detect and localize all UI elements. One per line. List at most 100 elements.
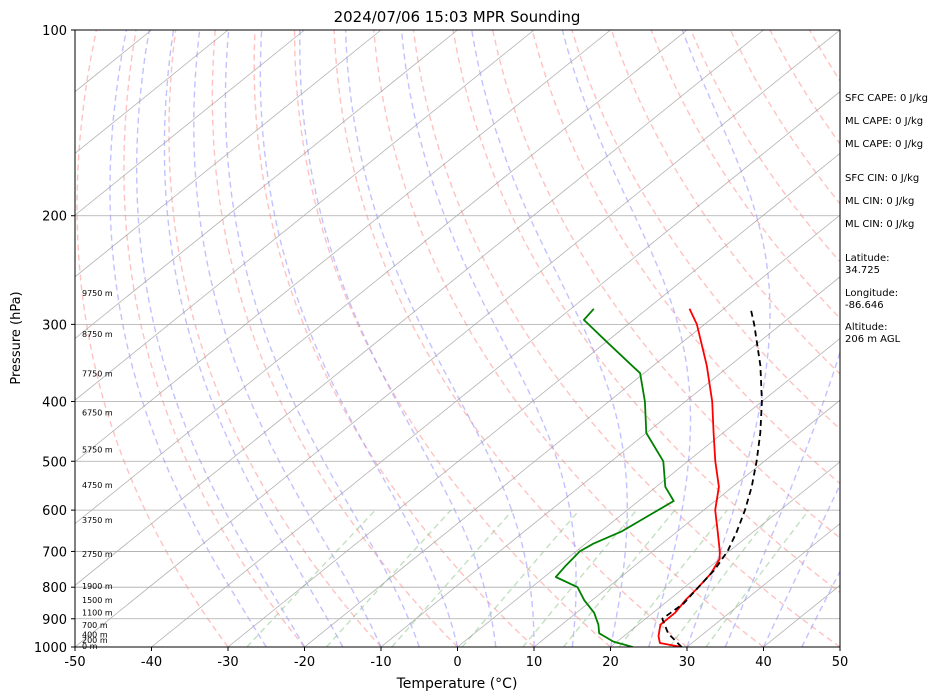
dry-adiabat-line: [610, 30, 840, 375]
x-tick-label: -10: [370, 655, 391, 670]
chart-title: 2024/07/06 15:03 MPR Sounding: [334, 8, 581, 26]
background-lines: [75, 30, 947, 647]
altitude-text: Altitude: 206 m AGL: [845, 322, 901, 345]
parcel-profile: [661, 308, 763, 647]
ml-cape-text-2: ML CAPE: 0 J/kg: [845, 139, 924, 150]
mixing-ratio-line: [391, 509, 514, 647]
height-label: 7750 m: [82, 370, 113, 379]
dry-adiabat-line: [123, 30, 306, 647]
isotherm-line: [75, 30, 458, 340]
height-label: 1100 m: [82, 609, 113, 618]
height-label: 2750 m: [82, 550, 113, 559]
isotherm-line: [75, 30, 840, 647]
isotherm-line: [75, 30, 764, 586]
pressure-gridlines: [75, 215, 840, 620]
y-tick-label: 200: [42, 210, 67, 225]
mixing-ratio-line: [562, 509, 676, 647]
moist-adiabat-line: [224, 30, 420, 647]
isotherm-line: [75, 30, 688, 525]
height-label: 400 m: [82, 631, 108, 640]
x-tick-label: -40: [141, 655, 162, 670]
dry-adiabat-line: [452, 30, 840, 594]
isotherm-line: [304, 214, 840, 647]
height-label: 1900 m: [82, 582, 113, 591]
isotherm-line: [380, 276, 840, 647]
moist-adiabat-line: [681, 30, 771, 647]
y-tick-label: 300: [42, 318, 67, 333]
height-label: 3750 m: [82, 516, 113, 525]
moist-adiabat-line: [163, 30, 344, 647]
y-tick-label: 400: [42, 395, 67, 410]
dry-adiabat-line: [929, 30, 947, 647]
dry-adiabat-line: [168, 30, 382, 647]
isotherm-line: [610, 461, 840, 647]
x-tick-label: 30: [679, 655, 696, 670]
isotherm-line: [75, 30, 305, 216]
height-label: 5750 m: [82, 445, 113, 454]
mixing-ratio-line: [461, 509, 580, 647]
moist-adiabat-line: [471, 30, 628, 647]
moist-adiabat-line: [109, 30, 267, 647]
dry-adiabat-line: [571, 30, 840, 430]
y-tick-label: 500: [42, 455, 67, 470]
isotherm-line: [75, 30, 611, 463]
dry-adiabat-line: [650, 30, 840, 320]
moist-adiabat-line: [259, 30, 459, 647]
sfc-cin-text: SFC CIN: 0 J/kg: [845, 173, 920, 184]
moist-adiabat-line: [561, 30, 692, 647]
dry-adiabat-line: [211, 30, 458, 647]
latitude-text: Latitude: 34.725: [845, 253, 890, 276]
ml-cin-text-2: ML CIN: 0 J/kg: [845, 219, 915, 230]
dry-adiabat-line: [412, 30, 840, 647]
mixing-ratio-line: [522, 509, 638, 647]
y-tick-label: 900: [42, 613, 67, 628]
isotherm-line: [151, 91, 840, 647]
y-tick-label: 800: [42, 581, 67, 596]
isotherm-line: [227, 152, 840, 647]
height-label: 200 m: [82, 636, 108, 645]
isotherm-line: [75, 30, 382, 278]
ml-cin-text-1: ML CIN: 0 J/kg: [845, 196, 915, 207]
ml-cape-text-1: ML CAPE: 0 J/kg: [845, 116, 924, 127]
isotherm-line: [75, 30, 229, 154]
x-tick-label: -30: [217, 655, 238, 670]
y-tick-label: 1000: [34, 641, 67, 656]
moist-adiabat-line: [193, 30, 382, 647]
dewpoint-profile: [554, 308, 675, 647]
isotherm-line: [533, 399, 840, 647]
x-axis-ticks: -50 -40 -30 -20 -10 0 10 20 30 40 50: [64, 647, 848, 670]
dry-adiabat-line: [333, 30, 688, 647]
height-label: 6750 m: [82, 408, 113, 417]
height-label: 8750 m: [82, 330, 113, 339]
y-axis-label: Pressure (hPa): [9, 291, 24, 384]
dry-adiabat-line: [293, 30, 611, 647]
isotherm-line: [457, 337, 840, 647]
height-label: 700 m: [82, 621, 108, 630]
x-axis-label: Temperature (°C): [396, 676, 518, 692]
sfc-cape-text: SFC CAPE: 0 J/kg: [845, 93, 928, 104]
x-tick-label: -20: [294, 655, 315, 670]
y-axis-ticks: 1000 900 800 700 600 500 400 300 200 100: [34, 24, 75, 656]
x-tick-label: 0: [453, 655, 461, 670]
y-tick-label: 700: [42, 545, 67, 560]
height-label: 4750 m: [82, 481, 113, 490]
x-tick-label: 50: [832, 655, 849, 670]
moist-adiabat-line: [724, 30, 840, 647]
mixing-ratio-line: [325, 509, 452, 647]
moist-adiabat-line: [136, 30, 306, 647]
isotherm-line: [75, 30, 535, 401]
longitude-text: Longitude: -86.646: [845, 288, 899, 311]
y-tick-label: 600: [42, 504, 67, 519]
dry-adiabat-line: [76, 30, 229, 647]
height-label: 9750 m: [82, 289, 113, 298]
sounding-profiles: [554, 308, 763, 647]
temperature-profile: [657, 308, 721, 647]
x-tick-label: 20: [602, 655, 619, 670]
x-tick-label: -50: [64, 655, 85, 670]
dry-adiabat-line: [253, 30, 535, 647]
moist-adiabat-line: [344, 30, 535, 647]
x-tick-label: 10: [526, 655, 543, 670]
moist-adiabat-line: [400, 30, 577, 647]
